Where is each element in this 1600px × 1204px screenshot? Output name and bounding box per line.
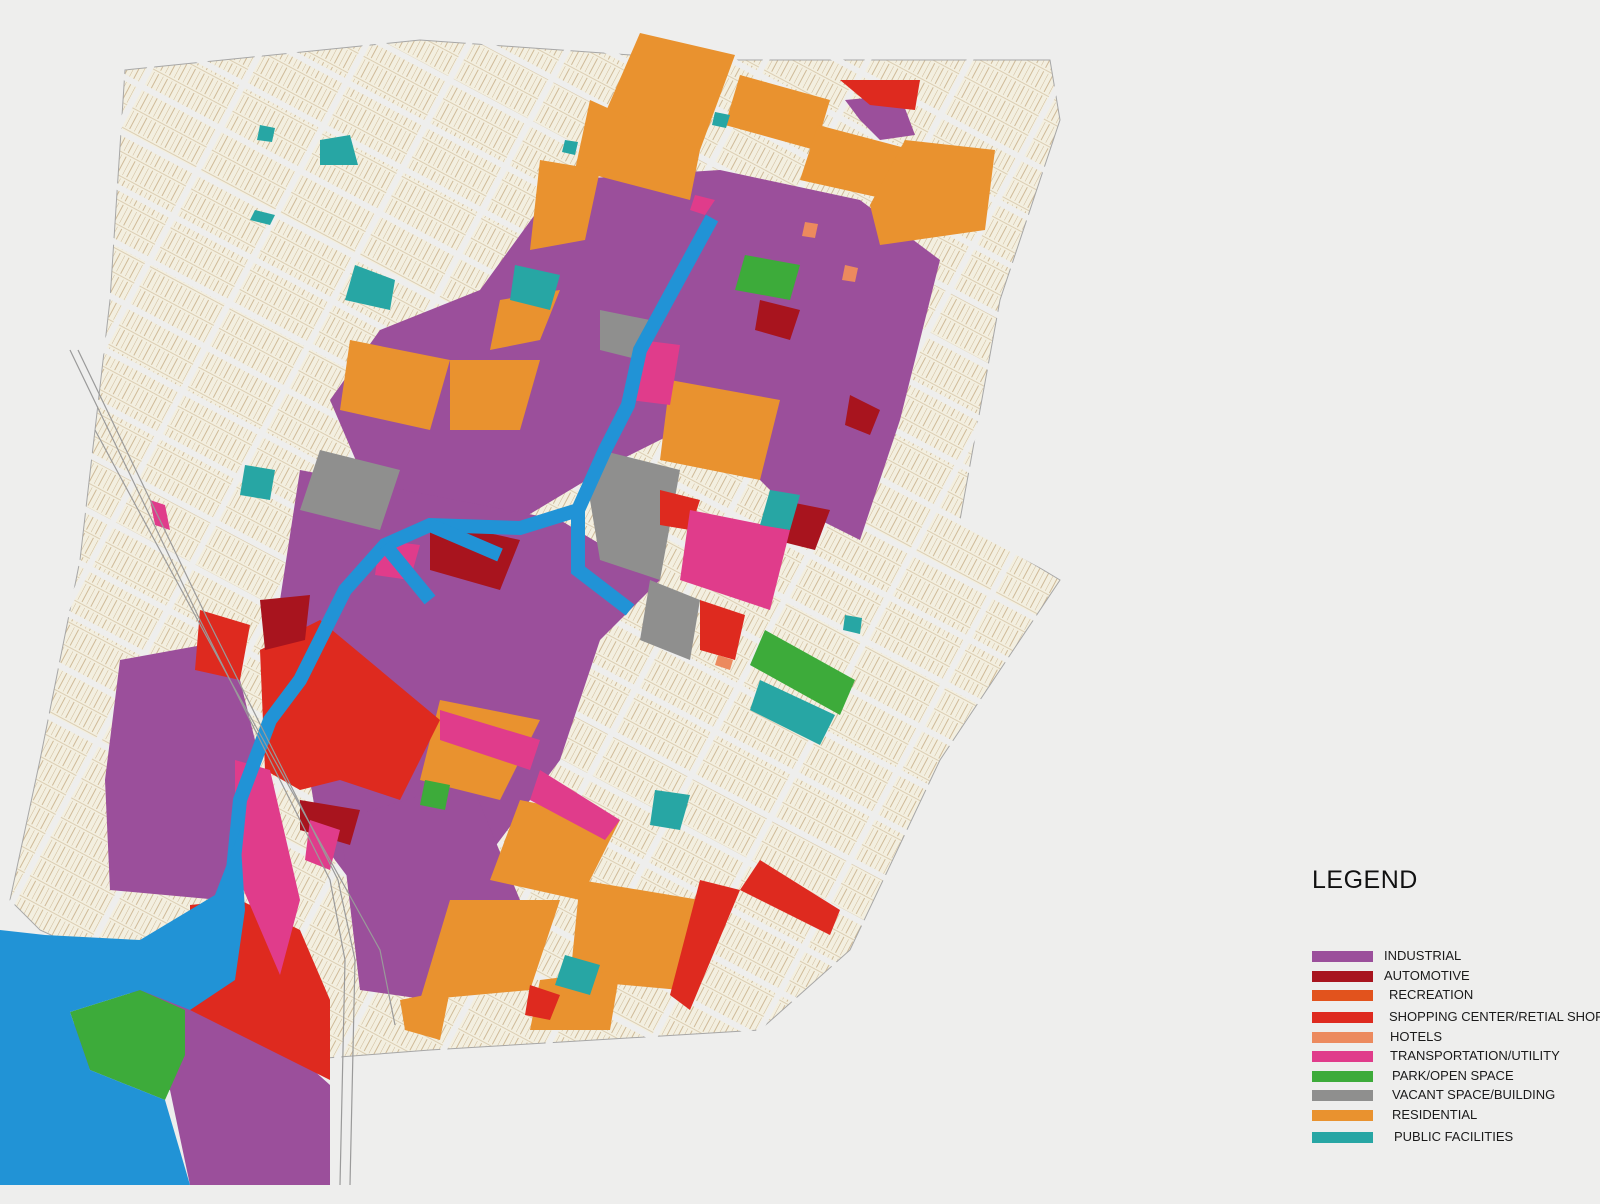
legend-item-recreation: RECREATION [1312,986,1592,1006]
legend-label: VACANT SPACE/BUILDING [1392,1087,1556,1102]
legend-title: LEGEND [1312,866,1418,894]
legend-swatch-recreation [1312,990,1373,1001]
legend: LEGEND INDUSTRIAL AUTOMOTIVE RECREATION SHO… [1312,866,1600,1148]
legend-label: INDUSTRIAL [1384,948,1462,963]
legend-item-industrial: INDUSTRIAL [1312,947,1592,967]
legend-item-park: PARK/OPEN SPACE [1312,1067,1592,1087]
legend-label: AUTOMOTIVE [1384,968,1470,983]
legend-swatch-shopping [1312,1012,1373,1023]
public-facility-zones [240,112,862,995]
water-body [0,830,245,1185]
legend-swatch-hotels [1312,1032,1373,1043]
legend-label: SHOPPING CENTER/RETIAL SHOP [1389,1009,1600,1024]
legend-item-transportation: TRANSPORTATION/UTILITY [1312,1047,1592,1067]
legend-label: RECREATION [1389,987,1474,1002]
legend-item-hotels: HOTELS [1312,1028,1592,1048]
park-zones [70,255,855,1100]
canal [225,214,719,881]
legend-item-shopping: SHOPPING CENTER/RETIAL SHOP [1312,1008,1600,1028]
legend-label: PUBLIC FACILITIES [1394,1129,1514,1144]
legend-items: INDUSTRIAL AUTOMOTIVE RECREATION SHOPPING C… [1312,947,1600,1148]
vacant-zones [300,310,700,660]
legend-item-automotive: AUTOMOTIVE [1312,967,1592,987]
legend-swatch-park [1312,1071,1373,1082]
legend-label: HOTELS [1390,1029,1443,1044]
legend-label: PARK/OPEN SPACE [1392,1068,1514,1083]
railway-lines [69,349,396,1186]
legend-swatch-transportation [1312,1051,1373,1062]
legend-swatch-industrial [1312,951,1373,962]
legend-swatch-residential [1312,1110,1373,1121]
legend-label: TRANSPORTATION/UTILITY [1390,1048,1560,1063]
transportation-zones [150,195,790,975]
legend-label: RESIDENTIAL [1392,1107,1478,1122]
residential-zones [340,33,995,1040]
legend-item-public: PUBLIC FACILITIES [1312,1128,1592,1148]
legend-swatch-vacant [1312,1090,1373,1101]
legend-swatch-automotive [1312,971,1373,982]
legend-swatch-public [1312,1132,1373,1143]
legend-item-residential: RESIDENTIAL [1312,1106,1592,1126]
hotel-zones [715,222,858,670]
legend-item-vacant: VACANT SPACE/BUILDING [1312,1086,1592,1106]
